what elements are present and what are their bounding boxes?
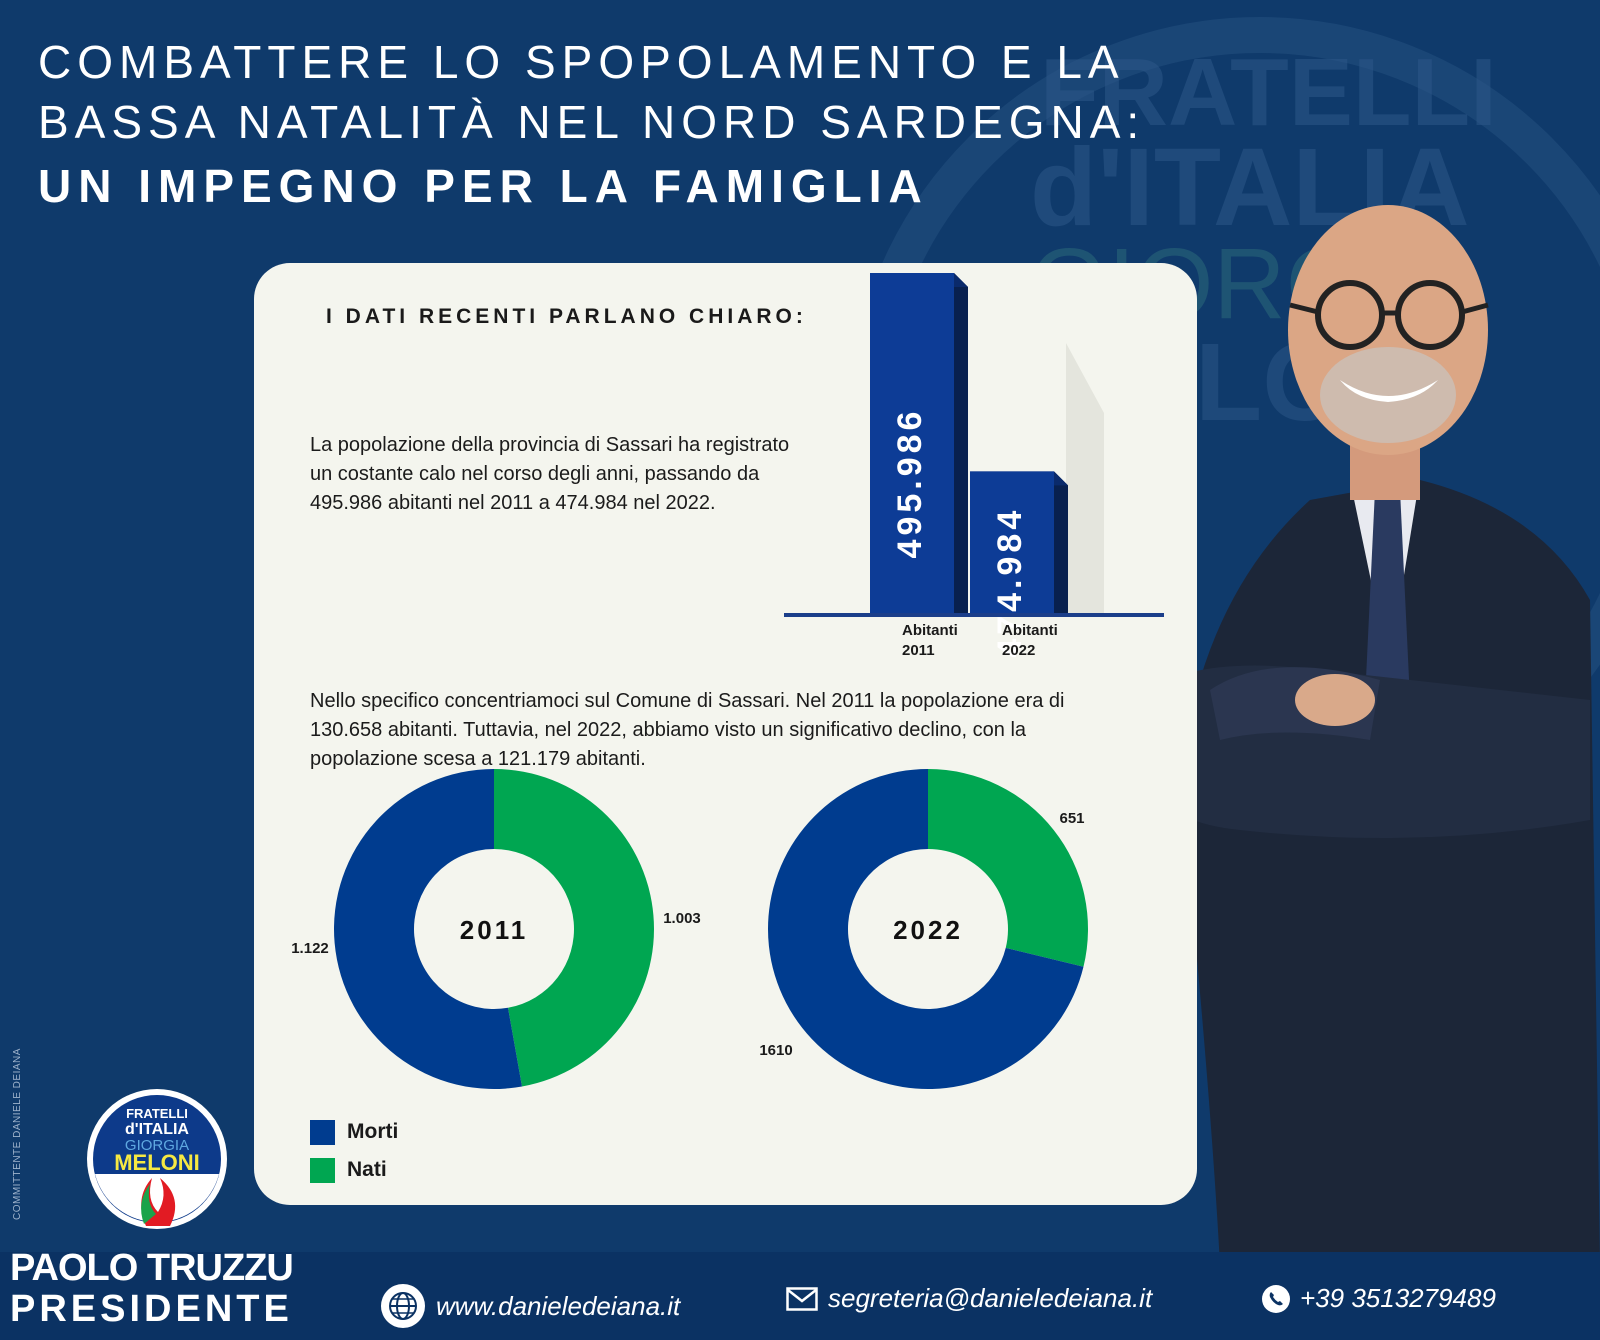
email-text[interactable]: segreteria@danieledeiana.it (828, 1283, 1153, 1313)
bar-value-label: 474.984 (991, 507, 1029, 658)
legend-label-morti: Morti (347, 1120, 399, 1143)
donut-center-label: 2011 (460, 915, 528, 945)
title-line-2: BASSA NATALITÀ NEL NORD SARDEGNA: (38, 96, 1146, 148)
legend-swatch-morti (310, 1119, 335, 1145)
comune-paragraph: Nello specifico concentriamoci sul Comun… (310, 690, 1065, 770)
donut-value-label: 1.122 (291, 940, 329, 957)
births-deaths-donut-charts: 2011 1.122 1.003 2022 1610 651 (291, 769, 1088, 1089)
population-bar-chart: 495.986 474.984 (784, 273, 1164, 658)
bar-0 (870, 273, 954, 613)
badge-line2: d'ITALIA (125, 1121, 189, 1138)
province-paragraph: La popolazione della provincia di Sassar… (310, 434, 790, 514)
candidate-name: PAOLO TRUZZU (10, 1247, 294, 1289)
infographic-card: I DATI RECENTI PARLANO CHIARO: La popola… (254, 263, 1197, 1205)
bar-category-label-line2: 2022 (1002, 642, 1036, 659)
phone-text[interactable]: +39 3513279489 (1300, 1283, 1496, 1313)
bar-category-label-line2: 2011 (902, 642, 935, 659)
donut-slice-morti (334, 769, 523, 1089)
legend-label-nati: Nati (347, 1158, 387, 1181)
bar-category-label-line1: Abitanti (1002, 622, 1058, 639)
donut-center-label: 2022 (893, 915, 963, 945)
contact-phone[interactable]: +39 3513279489 (1262, 1283, 1496, 1314)
party-badge-logo: FRATELLI d'ITALIA GIORGIA MELONI (87, 1089, 227, 1229)
candidate-role: PRESIDENTE (10, 1288, 293, 1330)
donut-value-label: 1.003 (663, 910, 701, 927)
website-text[interactable]: www.danieledeiana.it (436, 1290, 681, 1321)
bar-category-label-2011: Abitanti 2011 (902, 621, 958, 661)
badge-line4: MELONI (114, 1150, 200, 1175)
bar-category-label-line1: Abitanti (902, 622, 958, 639)
watermark-line1: FRATELLI (1040, 39, 1497, 146)
globe-icon (381, 1284, 425, 1328)
bar-shadow (1066, 343, 1104, 613)
card-heading: I DATI RECENTI PARLANO CHIARO: (326, 305, 807, 328)
mail-icon (786, 1286, 818, 1311)
donut-value-label: 651 (1059, 810, 1084, 827)
bar-1 (970, 471, 1054, 613)
legend-item-nati: Nati (310, 1151, 398, 1189)
legend-swatch-nati (310, 1157, 335, 1183)
badge-line1: FRATELLI (126, 1106, 188, 1121)
committente-note: COMMITTENTE DANIELE DEIANA (12, 1048, 23, 1220)
contact-website[interactable]: www.danieledeiana.it (380, 1283, 680, 1329)
chart-legend: Morti Nati (310, 1113, 398, 1189)
poster-title: COMBATTERE LO SPOPOLAMENTO E LA BASSA NA… (38, 32, 1145, 216)
title-line-1: COMBATTERE LO SPOPOLAMENTO E LA (38, 36, 1125, 88)
donut-slice-morti (768, 769, 1084, 1089)
donut-value-label: 1610 (759, 1042, 792, 1059)
title-line-3: UN IMPEGNO PER LA FAMIGLIA (38, 160, 929, 212)
candidate-block: PAOLO TRUZZU PRESIDENTE (10, 1247, 294, 1330)
donut-slice-nati (494, 769, 655, 1087)
bar-category-label-2022: Abitanti 2022 (1002, 621, 1058, 661)
donut-slice-nati (928, 769, 1088, 967)
bar-side (954, 273, 968, 613)
candidate-photo (1120, 205, 1600, 1265)
bar-value-label: 495.986 (891, 408, 929, 559)
footer-bar (0, 1252, 1600, 1340)
phone-icon (1262, 1284, 1290, 1313)
contact-email[interactable]: segreteria@danieledeiana.it (786, 1283, 1152, 1314)
legend-item-morti: Morti (310, 1113, 398, 1151)
bar-side (1054, 471, 1068, 613)
badge-line3: GIORGIA (125, 1137, 189, 1154)
